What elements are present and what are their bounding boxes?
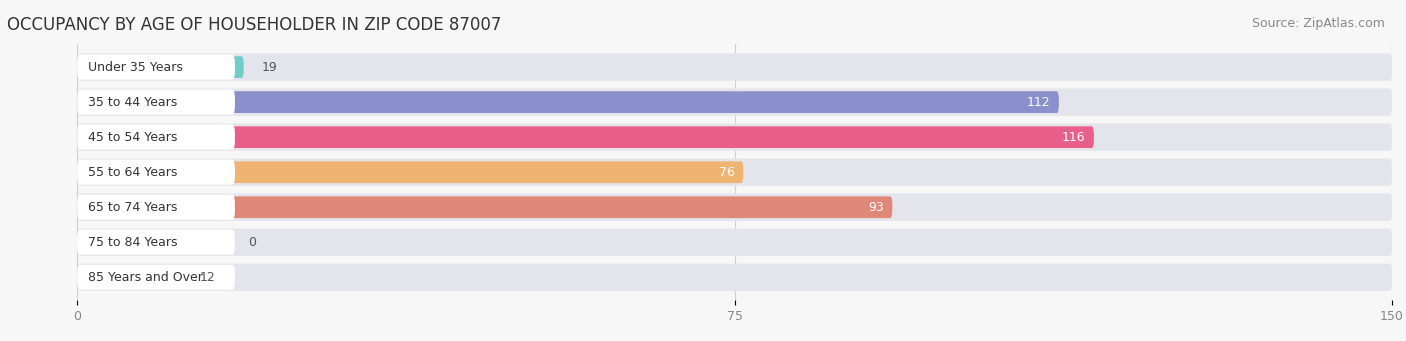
FancyBboxPatch shape: [77, 91, 1059, 113]
Text: 76: 76: [718, 166, 734, 179]
Text: 75 to 84 Years: 75 to 84 Years: [87, 236, 177, 249]
FancyBboxPatch shape: [77, 90, 235, 115]
FancyBboxPatch shape: [77, 55, 235, 80]
FancyBboxPatch shape: [77, 195, 235, 220]
FancyBboxPatch shape: [77, 123, 1392, 151]
Text: 112: 112: [1026, 95, 1050, 109]
Text: 85 Years and Over: 85 Years and Over: [87, 271, 202, 284]
Text: 35 to 44 Years: 35 to 44 Years: [87, 95, 177, 109]
FancyBboxPatch shape: [77, 194, 1392, 221]
Text: 19: 19: [262, 61, 277, 74]
FancyBboxPatch shape: [77, 160, 235, 185]
FancyBboxPatch shape: [77, 126, 1094, 148]
FancyBboxPatch shape: [77, 161, 744, 183]
FancyBboxPatch shape: [77, 264, 1392, 291]
Text: OCCUPANCY BY AGE OF HOUSEHOLDER IN ZIP CODE 87007: OCCUPANCY BY AGE OF HOUSEHOLDER IN ZIP C…: [7, 16, 502, 34]
Text: 55 to 64 Years: 55 to 64 Years: [87, 166, 177, 179]
FancyBboxPatch shape: [77, 159, 1392, 186]
Text: Source: ZipAtlas.com: Source: ZipAtlas.com: [1251, 17, 1385, 30]
Text: 93: 93: [868, 201, 883, 214]
Text: 116: 116: [1062, 131, 1085, 144]
Text: 12: 12: [200, 271, 215, 284]
FancyBboxPatch shape: [77, 54, 1392, 81]
FancyBboxPatch shape: [77, 124, 235, 150]
FancyBboxPatch shape: [77, 265, 235, 290]
FancyBboxPatch shape: [77, 56, 243, 78]
FancyBboxPatch shape: [77, 230, 235, 255]
Text: 65 to 74 Years: 65 to 74 Years: [87, 201, 177, 214]
FancyBboxPatch shape: [77, 228, 1392, 256]
Text: Under 35 Years: Under 35 Years: [87, 61, 183, 74]
FancyBboxPatch shape: [77, 196, 893, 218]
Text: 0: 0: [247, 236, 256, 249]
Text: 45 to 54 Years: 45 to 54 Years: [87, 131, 177, 144]
FancyBboxPatch shape: [77, 266, 183, 288]
FancyBboxPatch shape: [77, 88, 1392, 116]
